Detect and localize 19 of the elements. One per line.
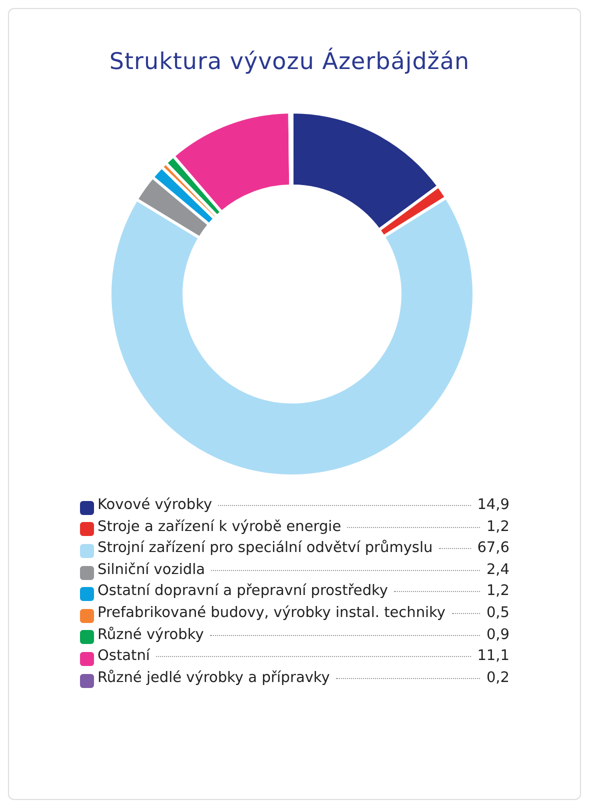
data-label: 14,9 <box>477 497 510 513</box>
legend-label: Kovové výrobky <box>98 497 212 513</box>
legend-label: Různé výrobky <box>98 626 204 643</box>
data-label: 1,2 <box>486 518 510 535</box>
data-label: 1,2 <box>486 583 510 600</box>
data-label: 67,6 <box>477 540 510 556</box>
chart-title: Struktura vývozu Ázerbájdžán <box>108 49 471 75</box>
legend-label: Různé jedlé výrobky a přípravky <box>98 670 330 686</box>
legend-label: Strojní zařízení pro speciální odvětví průmyslu <box>98 540 433 556</box>
legend-label: Ostatní <box>98 648 150 664</box>
legend-label: Stroje a zařízení k výrobě energie <box>98 518 342 535</box>
data-label: 0,2 <box>486 670 510 686</box>
data-label: 0,5 <box>486 604 510 621</box>
legend-label: Silniční vozidla <box>98 562 205 578</box>
legend-label: Ostatní dopravní a přepravní prostředky <box>98 583 388 600</box>
data-label: 0,9 <box>486 626 510 643</box>
data-label: 11,1 <box>477 648 510 664</box>
legend-label: Prefabrikované budovy, výrobky instal. techniky <box>98 604 446 621</box>
data-label: 2,4 <box>486 562 510 578</box>
